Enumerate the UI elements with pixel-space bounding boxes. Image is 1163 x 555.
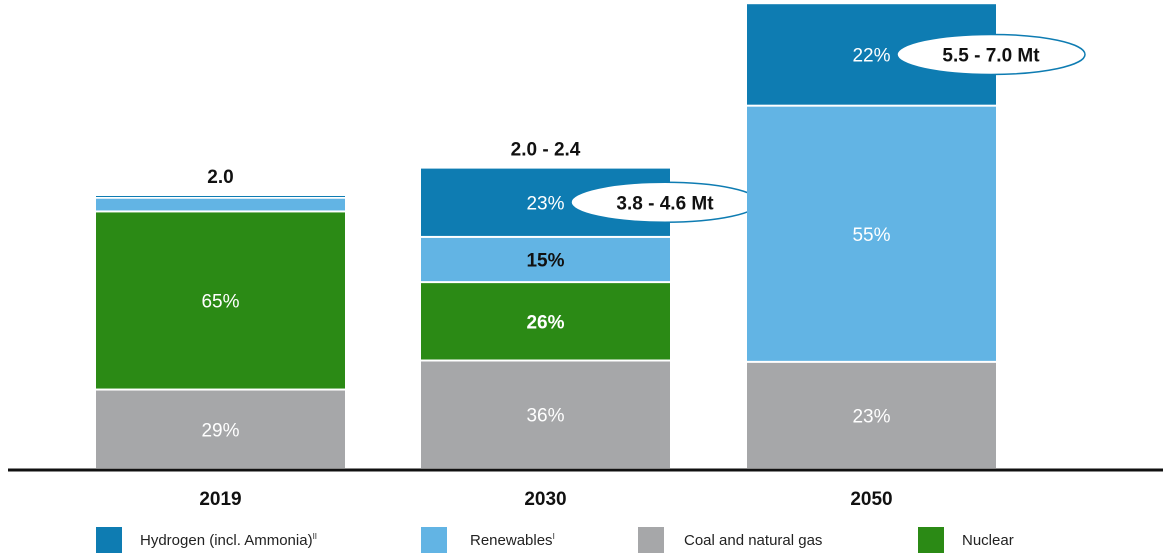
- data-label-renewables-2050: 55%: [852, 225, 890, 246]
- legend-swatch-nuclear: [918, 527, 944, 553]
- bar-nuclear-2030: [421, 283, 670, 360]
- data-label-hydrogen-2050: 22%: [852, 45, 890, 66]
- legend-label-coal-gas: Coal and natural gas: [684, 531, 823, 549]
- legend-label-renewables: RenewablesI: [470, 531, 555, 549]
- chart-legend: Hydrogen (incl. Ammonia)II RenewablesI C…: [0, 527, 1163, 553]
- stacked-bar-chart: 29% 65% 2.0 2019 36% 26% 15% 23% 2.0 - 2.4 2030 3.…: [8, 4, 1163, 510]
- data-label-coal_gas-2019: 29%: [201, 420, 239, 441]
- data-label-coal_gas-2030: 36%: [526, 406, 564, 427]
- x-tick-label-2030: 2030: [524, 489, 566, 510]
- total-label-2030: 2.0 - 2.4: [511, 140, 581, 161]
- bar-renewables-2030: [421, 237, 670, 282]
- x-tick-label-2019: 2019: [199, 489, 241, 510]
- legend-item-nuclear: Nuclear: [918, 527, 1014, 553]
- legend-swatch-renewables: [421, 527, 447, 553]
- legend-label-nuclear: Nuclear: [962, 531, 1014, 549]
- legend-item-hydrogen: Hydrogen (incl. Ammonia)II: [96, 527, 317, 553]
- callout-text-2030: 3.8 - 4.6 Mt: [616, 193, 714, 214]
- data-label-renewables-2030: 15%: [526, 251, 564, 272]
- data-label-hydrogen-2030: 23%: [526, 193, 564, 214]
- bar-coal_gas-2019: [96, 390, 345, 468]
- legend-swatch-hydrogen: [96, 527, 122, 553]
- total-label-2019: 2.0: [207, 167, 233, 188]
- bar-nuclear-2019: [96, 212, 345, 389]
- callout-ellipse-2050: [896, 33, 1086, 76]
- legend-item-coal-gas: Coal and natural gas: [638, 527, 822, 553]
- bar-renewables-2050: [747, 106, 996, 361]
- bar-hydrogen-2019: [96, 196, 345, 197]
- data-label-nuclear-2030: 26%: [526, 312, 564, 333]
- bar-coal_gas-2050: [747, 362, 996, 468]
- callout-text-2050: 5.5 - 7.0 Mt: [942, 45, 1040, 66]
- bar-renewables-2019: [96, 198, 345, 211]
- legend-item-renewables: RenewablesI: [421, 527, 555, 553]
- data-label-nuclear-2019: 65%: [201, 291, 239, 312]
- bar-coal_gas-2030: [421, 361, 670, 468]
- legend-swatch-coal-gas: [638, 527, 664, 553]
- x-tick-label-2050: 2050: [850, 489, 892, 510]
- data-label-coal_gas-2050: 23%: [852, 406, 890, 427]
- legend-label-hydrogen: Hydrogen (incl. Ammonia)II: [140, 531, 318, 549]
